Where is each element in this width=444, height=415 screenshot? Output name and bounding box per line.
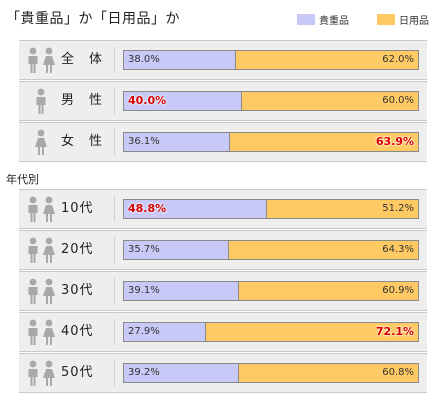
row-label: 男 性 bbox=[61, 93, 104, 108]
stacked-bar: 27.9% 72.1% bbox=[123, 322, 419, 342]
value-label-nichiyouhin: 63.9% bbox=[375, 135, 414, 148]
legend-item-nichiyouhin: 日用品 bbox=[377, 12, 429, 27]
bar-segment-kichouhin: 27.9% bbox=[124, 323, 207, 341]
value-label-kichouhin: 27.9% bbox=[128, 326, 160, 337]
bar-segment-kichouhin: 40.0% bbox=[124, 92, 242, 110]
row-label: 30代 bbox=[61, 283, 94, 298]
people-icon bbox=[25, 278, 59, 306]
bar-segment-kichouhin: 39.2% bbox=[124, 364, 240, 382]
value-label-kichouhin: 36.1% bbox=[128, 136, 160, 147]
value-label-kichouhin: 39.2% bbox=[128, 367, 160, 378]
divider bbox=[114, 47, 115, 73]
legend-item-kichouhin: 貴重品 bbox=[297, 12, 349, 27]
chart-row: 40代 27.9% 72.1% bbox=[19, 312, 427, 352]
divider bbox=[114, 237, 115, 263]
people-icon bbox=[25, 196, 59, 224]
stacked-bar: 35.7% 64.3% bbox=[123, 240, 419, 260]
bar-segment-kichouhin: 35.7% bbox=[124, 241, 229, 259]
bar-segment-kichouhin: 39.1% bbox=[124, 282, 239, 300]
value-label-nichiyouhin: 60.8% bbox=[382, 367, 414, 378]
stacked-bar: 39.2% 60.8% bbox=[123, 363, 419, 383]
stacked-bar: 39.1% 60.9% bbox=[123, 281, 419, 301]
bar-segment-kichouhin: 38.0% bbox=[124, 51, 236, 69]
stacked-bar: 38.0% 62.0% bbox=[123, 50, 419, 70]
chart-title: 「貴重品」か「日用品」か bbox=[6, 11, 180, 27]
row-label: 40代 bbox=[61, 324, 94, 339]
people-icon bbox=[25, 237, 59, 265]
row-label: 20代 bbox=[61, 242, 94, 257]
bar-segment-nichiyouhin: 60.8% bbox=[239, 364, 418, 382]
chart-row: 女 性 36.1% 63.9% bbox=[19, 122, 427, 162]
divider bbox=[114, 129, 115, 155]
legend-swatch-kichouhin bbox=[297, 14, 315, 25]
bar-segment-nichiyouhin: 63.9% bbox=[230, 133, 418, 151]
row-label: 女 性 bbox=[61, 134, 104, 149]
bar-segment-nichiyouhin: 72.1% bbox=[206, 323, 418, 341]
row-label: 50代 bbox=[61, 365, 94, 380]
people-icon bbox=[25, 319, 59, 347]
value-label-nichiyouhin: 51.2% bbox=[382, 203, 414, 214]
divider bbox=[114, 360, 115, 386]
bar-segment-nichiyouhin: 64.3% bbox=[228, 241, 418, 259]
value-label-kichouhin: 48.8% bbox=[128, 202, 167, 215]
value-label-nichiyouhin: 60.0% bbox=[382, 95, 414, 106]
value-label-nichiyouhin: 64.3% bbox=[382, 244, 414, 255]
legend-label-nichiyouhin: 日用品 bbox=[399, 16, 429, 27]
legend-label-kichouhin: 貴重品 bbox=[319, 16, 349, 27]
bar-segment-nichiyouhin: 51.2% bbox=[267, 200, 418, 218]
bar-segment-nichiyouhin: 60.9% bbox=[238, 282, 418, 300]
female-icon bbox=[25, 129, 59, 157]
divider bbox=[114, 88, 115, 114]
value-label-nichiyouhin: 62.0% bbox=[382, 54, 414, 65]
value-label-nichiyouhin: 72.1% bbox=[375, 325, 414, 338]
male-icon bbox=[25, 88, 59, 116]
people-icon bbox=[25, 360, 59, 388]
chart-row: 20代 35.7% 64.3% bbox=[19, 230, 427, 270]
value-label-kichouhin: 39.1% bbox=[128, 285, 160, 296]
stacked-bar: 48.8% 51.2% bbox=[123, 199, 419, 219]
value-label-kichouhin: 35.7% bbox=[128, 244, 160, 255]
chart-row: 10代 48.8% 51.2% bbox=[19, 189, 427, 229]
bar-segment-nichiyouhin: 62.0% bbox=[235, 51, 418, 69]
divider bbox=[114, 196, 115, 222]
divider bbox=[114, 319, 115, 345]
value-label-kichouhin: 40.0% bbox=[128, 94, 167, 107]
chart-row: 全 体 38.0% 62.0% bbox=[19, 40, 427, 80]
legend: 貴重品 日用品 bbox=[297, 12, 429, 27]
legend-swatch-nichiyouhin bbox=[377, 14, 395, 25]
divider bbox=[114, 278, 115, 304]
section-label-age: 年代別 bbox=[6, 173, 39, 186]
bar-segment-kichouhin: 48.8% bbox=[124, 200, 268, 218]
bar-segment-kichouhin: 36.1% bbox=[124, 133, 231, 151]
chart-row: 男 性 40.0% 60.0% bbox=[19, 81, 427, 121]
chart-row: 30代 39.1% 60.9% bbox=[19, 271, 427, 311]
stacked-bar: 40.0% 60.0% bbox=[123, 91, 419, 111]
row-label: 10代 bbox=[61, 201, 94, 216]
row-label: 全 体 bbox=[61, 52, 104, 67]
chart-row: 50代 39.2% 60.8% bbox=[19, 353, 427, 393]
people-icon bbox=[25, 47, 59, 75]
value-label-kichouhin: 38.0% bbox=[128, 54, 160, 65]
value-label-nichiyouhin: 60.9% bbox=[382, 285, 414, 296]
bar-segment-nichiyouhin: 60.0% bbox=[241, 92, 418, 110]
stacked-bar: 36.1% 63.9% bbox=[123, 132, 419, 152]
